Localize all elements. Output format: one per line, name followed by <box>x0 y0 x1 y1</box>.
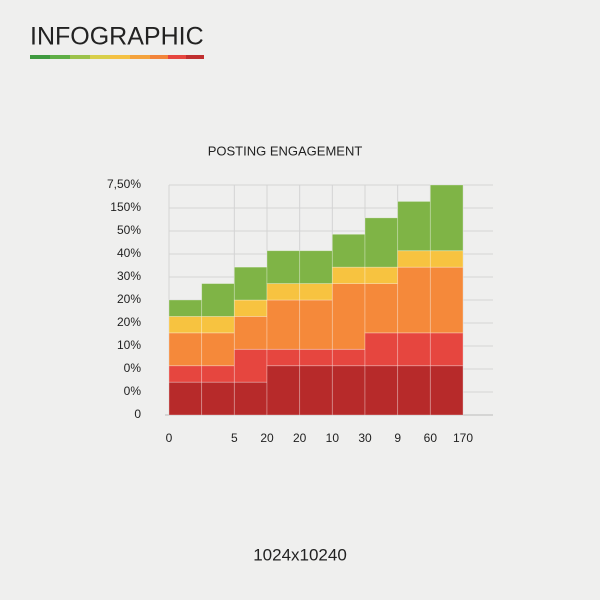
footer-text: 1024x10240 <box>253 545 347 564</box>
x-tick-label: 10 <box>326 431 340 445</box>
bar-segment <box>299 365 333 416</box>
bar-segment <box>364 283 399 334</box>
bar-segment <box>331 365 366 416</box>
bar-segment <box>233 381 268 416</box>
y-tick-label: 20% <box>117 292 141 306</box>
bar-segment <box>168 299 203 317</box>
bar-segment <box>429 250 464 268</box>
header-title: INFOGRAPHIC <box>30 23 204 51</box>
bar-segment <box>397 250 431 268</box>
bar-segment <box>364 365 399 416</box>
y-tick-label: 20% <box>117 315 141 329</box>
y-tick-label: 30% <box>117 269 141 283</box>
x-tick-label: 30 <box>358 431 372 445</box>
y-tick-label: 0% <box>124 384 142 398</box>
bar-segment <box>266 348 301 367</box>
y-tick-label: 150% <box>110 200 141 214</box>
y-tick-label: 40% <box>117 246 141 260</box>
bar-segment <box>266 299 301 350</box>
bar-segment <box>168 332 203 367</box>
x-tick-label: 0 <box>166 431 173 445</box>
bar-segment <box>429 332 464 367</box>
bar-segment <box>397 201 431 252</box>
x-tick-label: 20 <box>260 431 274 445</box>
bar-segment <box>201 332 235 367</box>
x-tick-label: 9 <box>394 431 401 445</box>
bar-segment <box>429 365 464 416</box>
bar-segment <box>168 365 203 383</box>
bar-segment <box>299 250 333 284</box>
bar-segment <box>201 316 235 334</box>
bar-segment <box>397 332 431 367</box>
header-color-bar <box>30 55 204 59</box>
x-tick-label: 60 <box>424 431 438 445</box>
y-tick-label: 0% <box>124 361 142 375</box>
y-tick-label: 0 <box>134 407 141 421</box>
bar-segment <box>233 348 268 383</box>
x-tick-label: 170 <box>453 431 473 445</box>
bar-segment <box>266 250 301 284</box>
bar-segment <box>201 381 235 416</box>
bar-segment <box>364 266 399 284</box>
bar-segment <box>201 365 235 383</box>
bar-segment <box>331 233 366 268</box>
bar-segment <box>331 266 366 284</box>
bar-segment <box>364 217 399 268</box>
bar-segment <box>299 283 333 301</box>
bar-segment <box>331 348 366 367</box>
bar-segment <box>331 283 366 350</box>
x-tick-label: 20 <box>293 431 307 445</box>
bar-segment <box>266 365 301 416</box>
y-tick-label: 7,50% <box>107 177 141 191</box>
chart-title: POSTING ENGAGEMENT <box>208 143 363 158</box>
bar-segment <box>168 316 203 334</box>
x-tick-label: 5 <box>231 431 238 445</box>
y-tick-label: 50% <box>117 223 141 237</box>
bar-segment <box>429 184 464 252</box>
bar-segment <box>168 381 203 416</box>
bar-segment <box>266 283 301 301</box>
bar-segment <box>429 266 464 334</box>
bar-segment <box>299 348 333 367</box>
bar-segment <box>201 283 235 317</box>
bar-segment <box>397 365 431 416</box>
bar-segment <box>233 266 268 301</box>
bar-segment <box>397 266 431 334</box>
bar-segment <box>233 316 268 350</box>
bar-segment <box>364 332 399 367</box>
y-tick-label: 10% <box>117 338 141 352</box>
bar-segment <box>233 299 268 317</box>
bar-segment <box>299 299 333 350</box>
